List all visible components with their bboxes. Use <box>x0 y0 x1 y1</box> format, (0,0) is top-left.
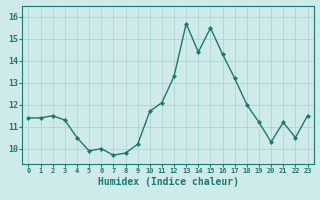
X-axis label: Humidex (Indice chaleur): Humidex (Indice chaleur) <box>98 177 238 187</box>
